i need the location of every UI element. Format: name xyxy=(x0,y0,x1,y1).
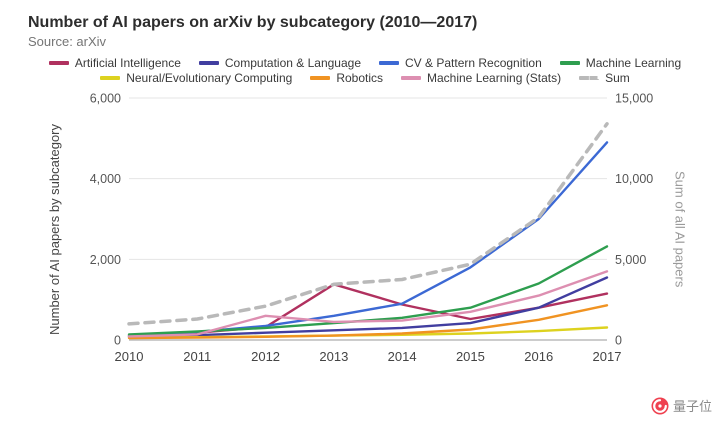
y-tick-right: 0 xyxy=(615,334,622,348)
x-tick: 2010 xyxy=(115,349,144,364)
series-line-sum xyxy=(127,122,609,326)
series-line-robotics xyxy=(127,304,609,340)
legend-label: Neural/Evolutionary Computing xyxy=(126,71,293,85)
y-tick-left: 2,000 xyxy=(90,253,121,267)
legend-label: Sum xyxy=(605,71,630,85)
watermark: 量子位 xyxy=(651,396,712,415)
legend-row: Artificial Intelligence Computation & Lan… xyxy=(48,56,682,70)
x-tick: 2011 xyxy=(183,349,211,364)
legend-row: Neural/Evolutionary Computing Robotics Mac… xyxy=(100,72,630,84)
plot-svg: 0 2,000 4,000 6,000 0 5,000 10,000 15,000 2010 20… xyxy=(90,92,654,365)
qbitai-logo-icon xyxy=(651,397,669,414)
x-tick: 2017 xyxy=(593,349,622,364)
y-tick-right: 10,000 xyxy=(615,172,653,186)
x-tick: 2012 xyxy=(251,349,280,364)
series-line-computation-language xyxy=(127,276,609,338)
legend-swatch-icon xyxy=(48,61,69,65)
legend-swatch-icon xyxy=(579,76,600,80)
legend-item: Robotics xyxy=(310,72,383,84)
y-tick-left: 0 xyxy=(114,334,121,348)
x-tick: 2013 xyxy=(319,349,348,364)
y-tick-right: 15,000 xyxy=(615,92,653,106)
legend-item: Artificial Intelligence xyxy=(48,56,181,70)
legend-item: Computation & Language xyxy=(198,56,361,70)
legend-item: Sum xyxy=(579,72,630,84)
legend-item: Machine Learning (Stats) xyxy=(401,72,561,84)
x-tick: 2014 xyxy=(388,349,417,364)
legend-label: Machine Learning (Stats) xyxy=(427,71,562,85)
page-title: Number of AI papers on arXiv by subcateg… xyxy=(28,14,478,31)
legend-label: Machine Learning xyxy=(585,56,682,70)
series-line-machine-learning-stats xyxy=(127,270,609,338)
legend-label: Artificial Intelligence xyxy=(74,56,181,70)
legend-swatch-icon xyxy=(401,76,421,80)
page: Number of AI papers on arXiv by subcateg… xyxy=(28,14,702,370)
legend-swatch-icon xyxy=(198,61,219,65)
legend-swatch-icon xyxy=(310,76,331,80)
legend-label: Computation & Language xyxy=(224,56,361,70)
legend-label: CV & Pattern Recognition xyxy=(405,56,542,70)
legend-swatch-icon xyxy=(100,76,121,80)
y-axis-label-left: Number of AI papers by subcategory xyxy=(47,123,63,335)
legend-item: Neural/Evolutionary Computing xyxy=(100,72,292,84)
y-axis-label-right: Sum of all AI papers xyxy=(672,170,688,288)
legend-item: CV & Pattern Recognition xyxy=(379,57,542,69)
legend-swatch-icon xyxy=(379,61,399,65)
y-tick-left: 4,000 xyxy=(90,172,121,186)
x-tick: 2015 xyxy=(456,349,485,364)
y-tick-left: 6,000 xyxy=(90,92,121,106)
y-tick-right: 5,000 xyxy=(615,253,646,267)
legend-item: Machine Learning xyxy=(559,56,682,70)
watermark-text: 量子位 xyxy=(672,399,712,414)
legend-swatch-icon xyxy=(559,61,580,65)
series-line-cv-pattern-recognition xyxy=(127,141,609,337)
legend: Artificial Intelligence Computation & Lan… xyxy=(28,57,702,84)
legend-label: Robotics xyxy=(336,71,383,85)
chart-body: Number of AI papers by subcategory 0 2,00… xyxy=(28,88,702,370)
chart: Artificial Intelligence Computation & Lan… xyxy=(28,57,702,370)
source-label: Source: arXiv xyxy=(28,34,107,49)
x-tick: 2016 xyxy=(524,349,553,364)
